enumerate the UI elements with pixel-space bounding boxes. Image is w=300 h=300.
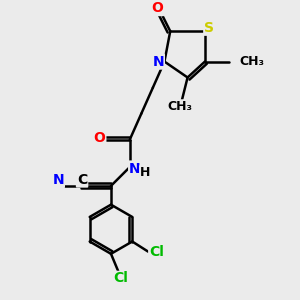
- Text: CH₃: CH₃: [240, 55, 265, 68]
- Text: Cl: Cl: [114, 272, 128, 285]
- Text: O: O: [151, 1, 163, 15]
- Text: O: O: [94, 131, 105, 145]
- Text: Cl: Cl: [149, 244, 164, 259]
- Text: N: N: [52, 173, 64, 187]
- Text: H: H: [140, 166, 150, 179]
- Text: N: N: [129, 161, 141, 176]
- Text: C: C: [77, 172, 87, 187]
- Text: N: N: [152, 55, 164, 69]
- Text: S: S: [204, 21, 214, 35]
- Text: CH₃: CH₃: [168, 100, 193, 113]
